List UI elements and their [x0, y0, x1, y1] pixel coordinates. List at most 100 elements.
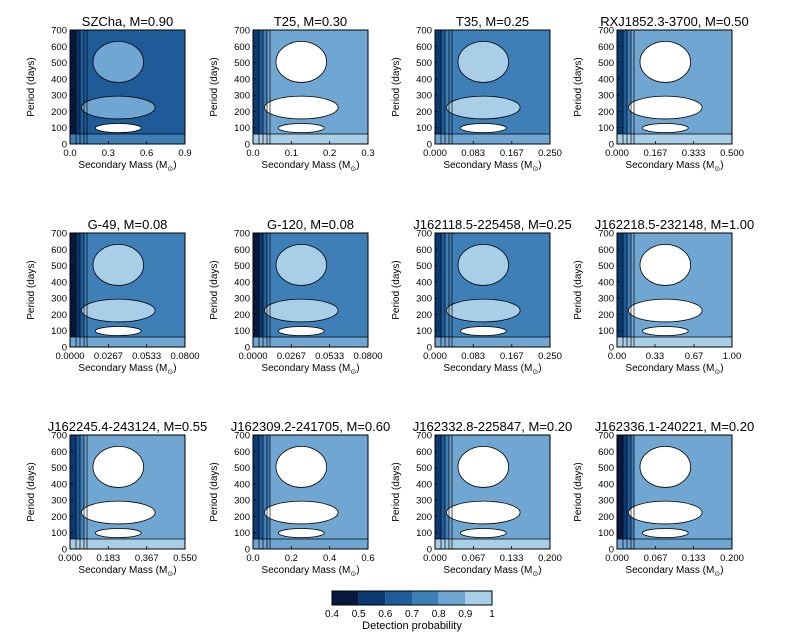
- x-tick-label: 0.167: [500, 148, 524, 159]
- x-tick-label: 0.0267: [277, 351, 306, 362]
- contour-region: [457, 446, 509, 488]
- y-tick-label: 500: [598, 261, 614, 272]
- panel-title: G-49, M=0.08: [88, 217, 168, 232]
- plot-frame: [252, 232, 369, 348]
- contour-panel: J162336.1-240221, M=0.20 0 100 200 300 400 500…: [573, 419, 754, 578]
- y-tick-label: 400: [234, 479, 250, 490]
- contour-region: [253, 539, 368, 549]
- y-tick-label: 600: [598, 42, 614, 53]
- y-tick-label: 600: [416, 42, 432, 53]
- contour-region: [628, 298, 703, 323]
- contour-region: [617, 30, 623, 144]
- y-tick-label: 400: [416, 74, 432, 85]
- y-tick-label: 400: [416, 479, 432, 490]
- y-tick-label: 500: [51, 261, 67, 272]
- panel-title: T25, M=0.30: [274, 14, 347, 29]
- contour-region: [441, 30, 445, 144]
- contour-region: [84, 30, 87, 144]
- x-tick-label: 0.250: [538, 351, 562, 362]
- panel-title: G-120, M=0.08: [267, 217, 354, 232]
- x-axis-label: Secondary Mass (M⊙): [625, 565, 723, 578]
- y-tick-label: 600: [598, 447, 614, 458]
- y-tick-label: 500: [234, 463, 250, 474]
- contour-region: [92, 244, 144, 286]
- contour-region: [627, 30, 631, 144]
- colorbar-cell: [412, 591, 439, 605]
- panel-title: J162218.5-232148, M=1.00: [595, 217, 754, 232]
- y-tick-label: 600: [416, 245, 432, 256]
- x-tick-label: 0.0533: [132, 351, 161, 362]
- colorbar-tick-label: 0.9: [458, 609, 472, 620]
- x-tick-label: 1.00: [723, 351, 742, 362]
- contour-region: [92, 40, 144, 83]
- y-tick-label: 0: [427, 343, 432, 354]
- y-axis-label: Period (days): [209, 462, 220, 521]
- y-tick-label: 500: [51, 463, 67, 474]
- contour-region: [449, 30, 452, 144]
- panel-title: J162336.1-240221, M=0.20: [595, 419, 754, 434]
- colorbar-tick-label: 1: [489, 609, 495, 620]
- plot-frame: [434, 434, 551, 550]
- y-tick-label: 400: [51, 277, 67, 288]
- contour-region: [264, 500, 339, 525]
- contour-region: [623, 30, 627, 144]
- x-axis-label: Secondary Mass (M⊙): [261, 160, 359, 173]
- contour-region: [277, 123, 325, 133]
- x-axis-label: Secondary Mass (M⊙): [625, 363, 723, 376]
- y-tick-label: 300: [416, 294, 432, 305]
- x-tick-label: 0.1: [285, 148, 298, 159]
- contour-fill: [70, 30, 185, 144]
- contour-region: [627, 233, 631, 347]
- contour-region: [435, 134, 550, 144]
- contour-region: [80, 30, 84, 144]
- y-tick-label: 500: [416, 261, 432, 272]
- x-tick-label: 0.0: [246, 148, 259, 159]
- contour-region: [70, 539, 185, 549]
- y-tick-label: 400: [234, 277, 250, 288]
- x-tick-label: 0.0000: [55, 351, 84, 362]
- contour-region: [253, 435, 259, 549]
- contour-fill: [253, 233, 368, 347]
- plot-frame: [616, 232, 733, 348]
- contour-panel: RXJ1852.3-3700, M=0.50 0 100 200 300 400 500 60…: [573, 14, 749, 173]
- x-axis-label: Secondary Mass (M⊙): [443, 363, 541, 376]
- contour-region: [617, 134, 732, 144]
- panel-title: J162245.4-243124, M=0.55: [48, 419, 207, 434]
- contour-region: [623, 233, 627, 347]
- y-axis-label: Period (days): [573, 462, 584, 521]
- x-tick-label: 0.2: [285, 553, 298, 564]
- x-tick-label: 0.367: [135, 553, 159, 564]
- x-tick-label: 0.550: [173, 553, 197, 564]
- x-tick-label: 0.083: [461, 148, 485, 159]
- contour-panel: J162245.4-243124, M=0.55 0 100 200 300 400 500…: [26, 419, 207, 578]
- y-tick-label: 400: [598, 479, 614, 490]
- y-axis-label: Period (days): [391, 462, 402, 521]
- y-tick-label: 500: [416, 463, 432, 474]
- contour-region: [70, 134, 185, 144]
- x-axis-label: Secondary Mass (M⊙): [78, 363, 176, 376]
- y-tick-label: 500: [234, 261, 250, 272]
- contour-region: [267, 435, 270, 549]
- contour-panel: J162309.2-241705, M=0.60 0 100 200 300 400 500…: [209, 419, 390, 578]
- contour-region: [631, 233, 634, 347]
- contour-region: [641, 123, 689, 133]
- y-tick-label: 400: [416, 277, 432, 288]
- x-tick-label: 0.000: [605, 148, 629, 159]
- contour-region: [259, 435, 263, 549]
- x-tick-label: 0.0533: [315, 351, 344, 362]
- contour-region: [80, 435, 84, 549]
- contour-region: [445, 435, 449, 549]
- colorbar-cell: [358, 591, 386, 605]
- contour-fill: [617, 435, 732, 549]
- y-tick-label: 300: [234, 91, 250, 102]
- contour-region: [617, 435, 623, 549]
- contour-region: [459, 528, 507, 538]
- y-axis-label: Period (days): [209, 260, 220, 319]
- contour-region: [76, 233, 80, 347]
- contour-region: [617, 233, 623, 347]
- x-tick-label: 0.0: [63, 148, 76, 159]
- y-tick-label: 400: [51, 74, 67, 85]
- contour-region: [459, 326, 507, 337]
- x-tick-label: 0.0267: [94, 351, 123, 362]
- contour-region: [445, 30, 449, 144]
